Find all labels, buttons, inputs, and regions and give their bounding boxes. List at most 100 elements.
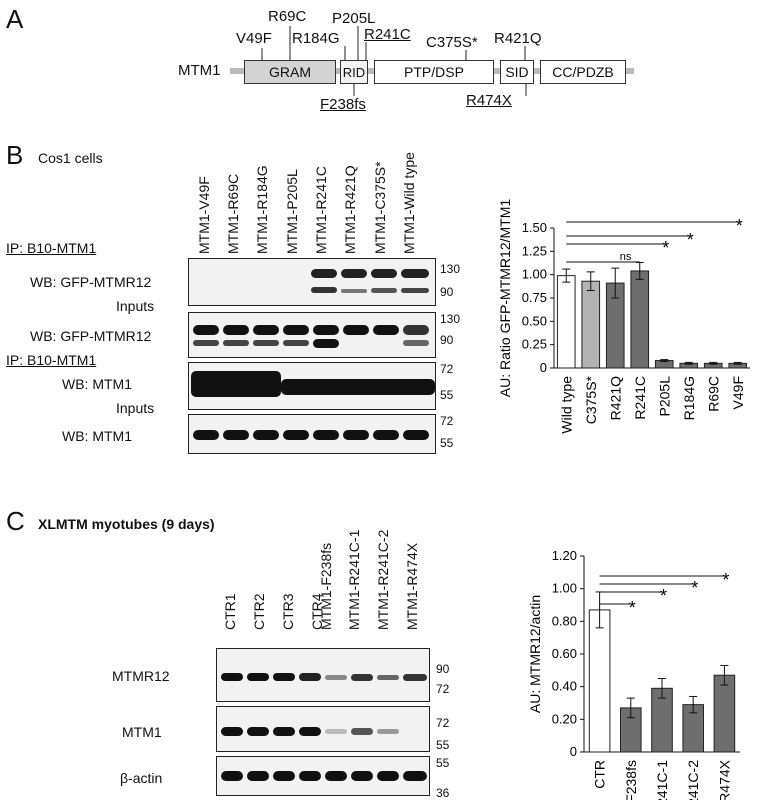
significance-mark: * [691, 578, 698, 598]
blot-band [299, 727, 321, 736]
protein-label: MTM1 [178, 62, 221, 79]
blot-band [273, 673, 295, 681]
blot-band [343, 325, 369, 335]
inputs-label: Inputs [116, 298, 155, 314]
significance-mark: * [687, 230, 694, 250]
inputs-label: Inputs [116, 400, 155, 416]
blot-band [373, 430, 399, 440]
bar [713, 674, 736, 753]
y-tick-label: 0.75 [522, 290, 547, 305]
y-tick-label: 0.40 [552, 679, 577, 694]
cc-pdzb-domain: CC/PDZB [540, 60, 626, 84]
blot-band [377, 729, 399, 734]
y-tick-label: 0.25 [522, 337, 547, 352]
mw-marker: 90 [436, 662, 450, 676]
mutation-v49f: V49F [236, 30, 272, 47]
category-label: R241C-1 [654, 760, 670, 800]
blot-band [311, 269, 337, 278]
y-tick-label: 1.00 [552, 581, 577, 596]
category-label: R241C [632, 376, 648, 420]
mw-marker: 90 [440, 333, 454, 347]
blot-ip-mtm1 [188, 362, 436, 410]
category-label: P205L [656, 376, 672, 417]
mutation-r421q: R421Q [494, 30, 542, 47]
category-label: R474X [716, 759, 732, 800]
blot-band [403, 430, 429, 440]
wb-label: WB: MTM1 [62, 376, 132, 392]
blot-band [283, 325, 309, 335]
blot-band [299, 673, 321, 681]
y-tick-label: 0.20 [552, 711, 577, 726]
blot-band [273, 771, 295, 781]
blot-band [351, 674, 373, 681]
blot-band [371, 269, 397, 278]
mw-marker: 55 [436, 738, 450, 752]
ptp-dsp-domain: PTP/DSP [374, 60, 494, 84]
category-label: C375S* [583, 375, 599, 424]
mutation-f238fs: F238fs [320, 96, 366, 113]
category-label: R421Q [607, 376, 623, 420]
blot-band [313, 325, 339, 335]
blot-band [253, 340, 279, 346]
blot-c-actin [216, 756, 430, 796]
mw-marker: 55 [440, 388, 454, 402]
blot-band [299, 771, 321, 781]
blot-band [193, 430, 219, 440]
y-tick-label: 0.60 [552, 646, 577, 661]
blot-band [325, 675, 347, 680]
blot-band [191, 371, 281, 397]
blot-band [377, 771, 399, 781]
blot-band [341, 289, 367, 293]
category-label: Wild type [558, 376, 574, 434]
blot-label-actin: β-actin [120, 770, 163, 786]
ip-label: IP: B10-MTM1 [6, 352, 97, 368]
mw-marker: 72 [440, 414, 454, 428]
blot-band [247, 673, 269, 681]
significance-mark: ns [620, 251, 632, 263]
mutation-c375s: C375S* [426, 34, 478, 51]
y-axis-label: AU: Ratio GFP-MTMR12/MTM1 [497, 199, 513, 398]
panel-c-title: XLMTM myotubes (9 days) [38, 516, 215, 532]
mutation-r184g: R184G [292, 30, 340, 47]
blot-label-mtmr12: MTMR12 [112, 668, 170, 684]
sid-domain: SID [500, 60, 534, 84]
blot-band [371, 288, 397, 293]
blot-band [401, 288, 429, 293]
mw-marker: 72 [436, 716, 450, 730]
blot-band [247, 771, 269, 781]
y-tick-label: 0 [540, 360, 547, 375]
blot-band [403, 674, 427, 681]
blot-band [325, 729, 347, 734]
mw-marker: 130 [440, 312, 461, 326]
blot-band [221, 673, 243, 681]
category-label: CTR [592, 760, 608, 789]
blot-band [223, 430, 249, 440]
blot-c-mtmr12 [216, 648, 430, 702]
rid-domain: RID [340, 60, 368, 84]
panel-c-letter: C [6, 506, 25, 536]
mutation-p205l: P205L [332, 10, 376, 27]
y-tick-label: 1.25 [522, 243, 547, 258]
mw-marker: 72 [440, 362, 454, 376]
bar [588, 609, 611, 753]
panel-b-letter: B [6, 140, 24, 170]
significance-mark: * [629, 598, 636, 618]
y-tick-label: 0 [570, 744, 577, 759]
blot-ip-mtmr12 [188, 258, 436, 306]
blot-band [221, 771, 243, 781]
significance-mark: * [660, 586, 667, 606]
mutation-r69c: R69C [268, 8, 307, 25]
mutation-r241c: R241C [364, 26, 411, 43]
blot-band [373, 325, 399, 335]
blot-c-mtm1 [216, 706, 430, 752]
blot-band [403, 771, 427, 781]
significance-mark: * [722, 570, 729, 590]
blot-band [325, 771, 347, 781]
category-label: R69C [705, 376, 721, 412]
blot-band [351, 771, 373, 781]
blot-band [401, 269, 429, 278]
category-label: V49F [730, 376, 746, 409]
cos1-cells-label: Cos1 cells [38, 150, 103, 166]
y-tick-label: 0.50 [522, 313, 547, 328]
